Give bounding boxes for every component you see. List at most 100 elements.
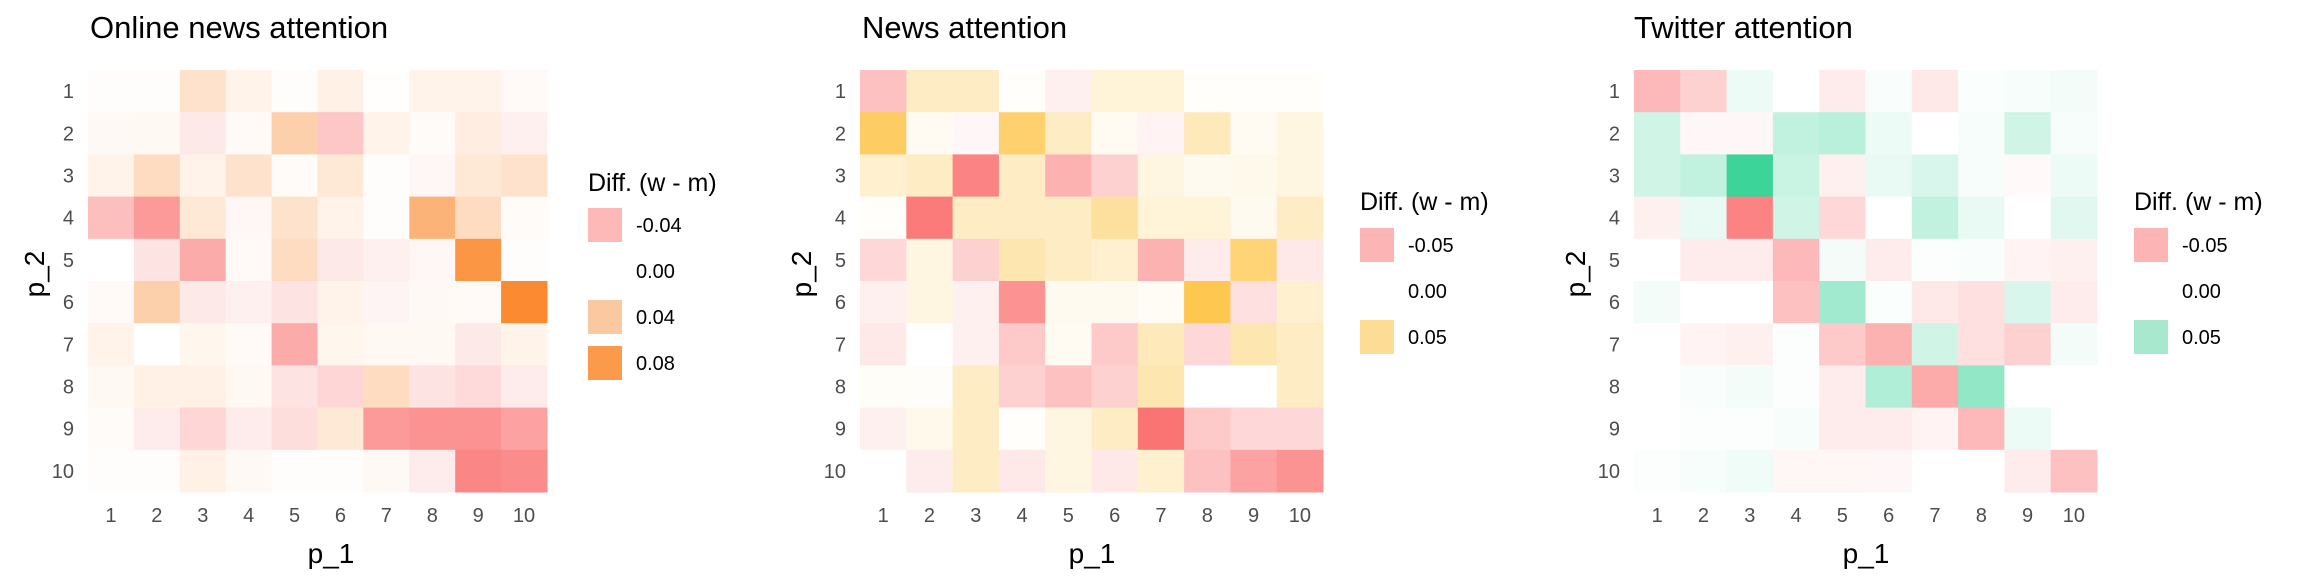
heatmap-cell (2004, 365, 2052, 409)
heatmap-cell (1865, 112, 1913, 155)
heatmap-cell (906, 196, 954, 240)
heatmap-cell (952, 154, 1000, 198)
heatmap-cell (317, 281, 364, 324)
heatmap-cell (409, 154, 456, 198)
x-tick-label: 9 (1248, 505, 1259, 527)
heatmap-cell (1091, 365, 1139, 409)
legend-title: Diff. (w - m) (588, 169, 717, 197)
heatmap-cell (1911, 112, 1959, 155)
heatmap-cell (1819, 281, 1866, 324)
heatmap-cell (1865, 365, 1913, 409)
heatmap-cell (1726, 365, 1774, 409)
heatmap-cell (1680, 112, 1728, 155)
heatmap-cell (1137, 196, 1185, 240)
legend-swatch (1360, 320, 1394, 354)
heatmap-cell (1958, 238, 2005, 282)
heatmap-cell (225, 238, 273, 282)
heatmap-cell (455, 281, 502, 324)
x-axis-label: p_1 (1843, 538, 1890, 569)
legend-label: 0.00 (636, 261, 675, 283)
heatmap-cell (409, 70, 456, 113)
legend-label: -0.05 (1408, 235, 1454, 257)
heatmap-cell (2050, 154, 2098, 198)
heatmap-cell (1680, 70, 1728, 113)
heatmap-cell (1276, 238, 1324, 282)
legend-swatch (2134, 320, 2168, 354)
heatmap-cell (2050, 407, 2098, 451)
panel-title: Online news attention (90, 10, 388, 45)
heatmap-cell (1045, 112, 1092, 155)
heatmap-cell (2050, 323, 2098, 366)
heatmap-cell (906, 238, 954, 282)
heatmap-cell (317, 154, 364, 198)
y-tick-label: 6 (1609, 292, 1620, 314)
heatmap-cell (409, 449, 456, 493)
heatmap-cell (317, 112, 364, 155)
y-tick-label: 9 (63, 419, 74, 441)
heatmap-cell (998, 365, 1046, 409)
heatmap-cell (1819, 70, 1866, 113)
heatmap-cell (998, 281, 1046, 324)
heatmap-cell (179, 407, 227, 451)
heatmap-cell (1726, 281, 1774, 324)
legend: -0.04 0.00 0.04 0.08 (588, 208, 682, 380)
x-tick-label: 6 (335, 505, 346, 527)
heatmap-cell (1184, 407, 1231, 451)
heatmap-cell (1865, 407, 1913, 451)
heatmap-cell (179, 112, 227, 155)
heatmap-cell (179, 449, 227, 493)
heatmap-cell (455, 238, 502, 282)
heatmap-cell (363, 112, 410, 155)
heatmap-cell (998, 154, 1046, 198)
x-tick-labels: 1 2 3 4 5 6 7 8 9 10 (1652, 505, 2085, 527)
heatmap-cell (133, 154, 181, 198)
heatmap-cell (952, 365, 1000, 409)
heatmap-cell (1091, 112, 1139, 155)
heatmap-cell (363, 281, 410, 324)
x-tick-label: 2 (1698, 505, 1709, 527)
heatmap-cell (1091, 70, 1139, 113)
legend-swatch (588, 300, 622, 334)
heatmap-cell (2050, 238, 2098, 282)
heatmap-cell (1819, 196, 1866, 240)
x-tick-labels: 1 2 3 4 5 6 7 8 9 10 (105, 505, 535, 527)
heatmap-cell (1680, 407, 1728, 451)
heatmap-cell (363, 407, 410, 451)
heatmap-cell (998, 449, 1046, 493)
heatmap-cell (1276, 323, 1324, 366)
x-tick-label: 5 (1063, 505, 1074, 527)
heatmap-cell (1772, 112, 1820, 155)
legend-swatch (588, 254, 622, 288)
y-tick-label: 3 (1609, 166, 1620, 188)
heatmap-cell (88, 281, 135, 324)
heatmap-cell (1045, 154, 1092, 198)
x-tick-label: 3 (197, 505, 208, 527)
heatmap-cell (1726, 238, 1774, 282)
heatmap-cell (1634, 238, 1681, 282)
heatmap-cell (317, 323, 364, 366)
heatmap-cell (2050, 112, 2098, 155)
y-tick-label: 9 (1609, 419, 1620, 441)
heatmap-cell (1958, 323, 2005, 366)
heatmap-cell (1137, 154, 1185, 198)
heatmap-cell (906, 154, 954, 198)
x-tick-label: 8 (427, 505, 438, 527)
heatmap-cell (1045, 407, 1092, 451)
heatmap-cell (88, 323, 135, 366)
legend-swatch (1360, 274, 1394, 308)
heatmap-cell (455, 112, 502, 155)
heatmap-cell (363, 238, 410, 282)
y-tick-label: 2 (63, 123, 74, 145)
heatmap-cell (2004, 112, 2052, 155)
heatmap-cell (1230, 365, 1278, 409)
heatmap-cell (271, 196, 318, 240)
heatmap-cell (1230, 196, 1278, 240)
y-tick-label: 1 (63, 81, 74, 103)
panel-online-news: Online news attention 1 2 3 4 5 6 7 8 9 10 1 2 3 4 5 6… (19, 10, 717, 569)
heatmap-cell (1819, 365, 1866, 409)
heatmap-cell (271, 323, 318, 366)
heatmap-cell (860, 365, 907, 409)
heatmap-cell (179, 365, 227, 409)
heatmap-cell (1184, 281, 1231, 324)
